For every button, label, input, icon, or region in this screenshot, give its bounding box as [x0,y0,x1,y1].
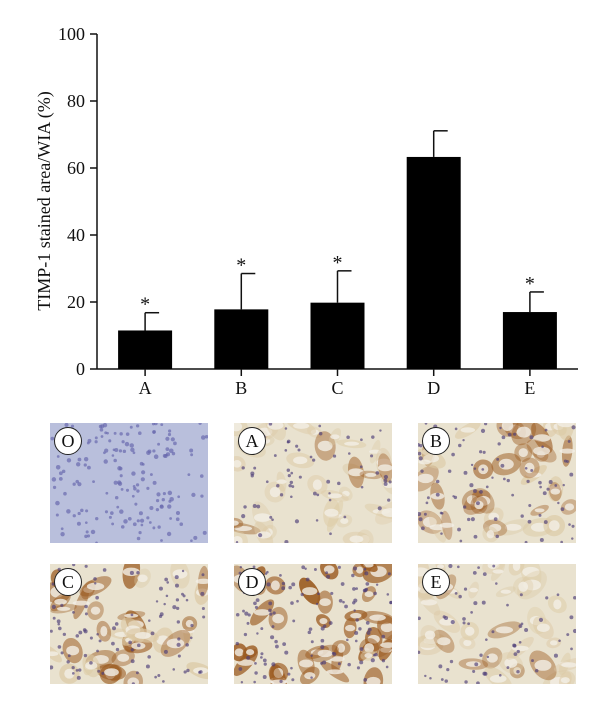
panel-label: D [238,568,266,596]
bar [310,302,365,369]
significance-marker: * [140,294,150,316]
micrograph-panel-e: E [418,564,576,684]
panel-label: C [54,568,82,596]
panel-label: O [54,427,82,455]
micrograph-image [234,423,392,543]
bars: * * * * [118,130,557,369]
micrograph-panel-o: O [50,423,208,543]
panel-label: A [238,427,266,455]
micrograph-panel-a: A [234,423,392,543]
x-tick-label: C [331,378,343,398]
micrograph-image [50,564,208,684]
micrograph-panel-b: B [418,423,576,543]
bar [214,309,269,369]
y-tick-label: 80 [67,91,85,111]
bar [406,156,461,369]
bar [502,312,557,369]
micrograph-panel-d: D [234,564,392,684]
x-tick-label: E [524,378,535,398]
bar-chart: 0 20 40 60 80 100 A B C D E * * * * TIMP-1 stained a… [34,24,578,398]
x-tick-label: B [235,378,247,398]
y-tick-label: 0 [76,359,85,379]
y-axis-title: TIMP-1 stained area/WIA (%) [34,91,55,310]
y-tick-label: 60 [67,158,85,178]
significance-marker: * [236,255,246,277]
panel-label: B [422,427,450,455]
micrograph-panel-c: C [50,564,208,684]
y-tick-label: 20 [67,292,85,312]
x-axis: A B C D E [97,368,578,398]
panel-label: E [422,568,450,596]
bar [118,330,173,369]
x-tick-label: D [427,378,440,398]
significance-marker: * [333,252,343,274]
x-tick-label: A [139,378,152,398]
y-tick-label: 100 [58,24,85,44]
y-axis: 0 20 40 60 80 100 [58,24,98,379]
significance-marker: * [525,273,535,295]
y-tick-label: 40 [67,225,85,245]
